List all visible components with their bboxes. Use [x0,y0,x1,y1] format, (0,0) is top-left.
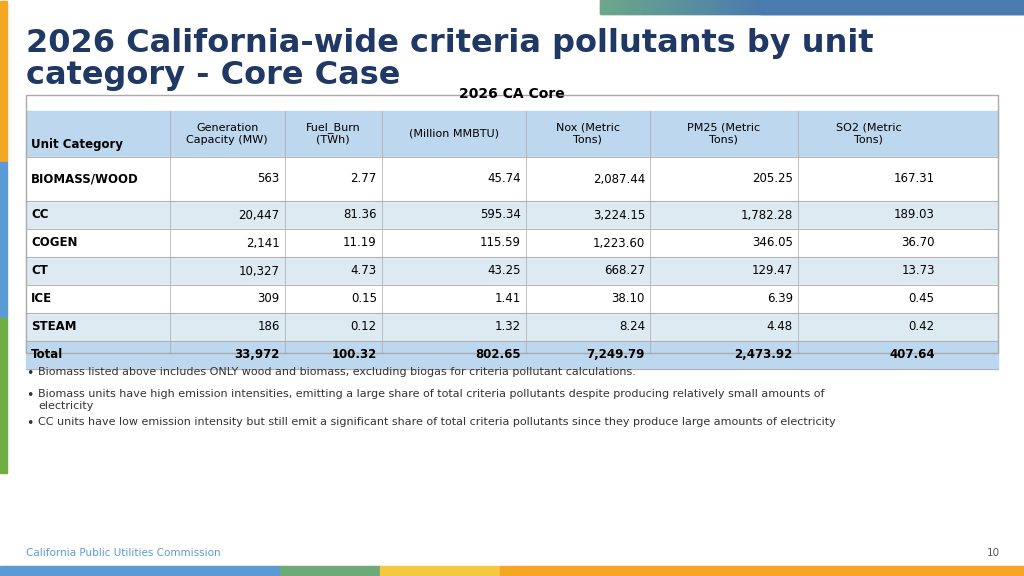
Text: PM25 (Metric: PM25 (Metric [687,123,761,133]
Bar [600,0,760,14]
Text: 1,223.60: 1,223.60 [593,237,645,249]
Text: Nox (Metric: Nox (Metric [556,123,620,133]
Text: 407.64: 407.64 [889,348,935,362]
Bar [0,566,280,576]
Text: Tons): Tons) [854,135,883,145]
Bar [26,95,998,353]
Text: 33,972: 33,972 [234,348,280,362]
Text: CC units have low emission intensity but still emit a significant share of total: CC units have low emission intensity but… [38,417,836,427]
Text: 0.15: 0.15 [351,293,377,305]
Text: 2,141: 2,141 [246,237,280,249]
Bar [0,1,7,162]
Text: 2,087.44: 2,087.44 [593,172,645,185]
Text: California Public Utilities Commission: California Public Utilities Commission [26,548,220,558]
Text: 1,782.28: 1,782.28 [740,209,793,222]
Text: 2,473.92: 2,473.92 [734,348,793,362]
Text: •: • [26,417,34,430]
Text: electricity: electricity [38,401,93,411]
Text: BIOMASS/WOOD: BIOMASS/WOOD [31,172,138,185]
Text: 45.74: 45.74 [487,172,520,185]
Text: Capacity (MW): Capacity (MW) [186,135,268,145]
Text: 668.27: 668.27 [604,264,645,278]
Text: 0.45: 0.45 [908,293,935,305]
Bar [600,0,760,14]
Text: 6.39: 6.39 [767,293,793,305]
Bar [760,0,1024,14]
Bar [26,257,998,285]
Text: 8.24: 8.24 [618,320,645,334]
Text: Generation: Generation [196,123,258,133]
Bar [760,0,1024,14]
Text: 563: 563 [257,172,280,185]
Text: 167.31: 167.31 [894,172,935,185]
Text: Tons): Tons) [710,135,738,145]
Bar [0,318,7,473]
Text: 38.10: 38.10 [611,293,645,305]
Text: 81.36: 81.36 [343,209,377,222]
Text: 36.70: 36.70 [901,237,935,249]
Text: STEAM: STEAM [31,320,77,334]
Bar [26,229,998,257]
Bar [0,162,7,317]
Text: 10,327: 10,327 [239,264,280,278]
Text: category - Core Case: category - Core Case [26,60,400,91]
Bar [26,313,998,341]
Text: 7,249.79: 7,249.79 [587,348,645,362]
Text: COGEN: COGEN [31,237,78,249]
Text: 4.73: 4.73 [350,264,377,278]
Text: 43.25: 43.25 [487,264,520,278]
Text: 186: 186 [257,320,280,334]
Text: 2026 California-wide criteria pollutants by unit: 2026 California-wide criteria pollutants… [26,28,873,59]
Text: 346.05: 346.05 [752,237,793,249]
Text: 2026 CA Core: 2026 CA Core [459,87,565,101]
Text: 189.03: 189.03 [894,209,935,222]
Text: 0.12: 0.12 [350,320,377,334]
Bar [26,285,998,313]
Bar [500,566,1024,576]
Text: 205.25: 205.25 [752,172,793,185]
Text: Tons): Tons) [573,135,602,145]
Text: (TWh): (TWh) [316,135,350,145]
Text: 115.59: 115.59 [479,237,520,249]
Bar [26,111,998,157]
Text: 1.41: 1.41 [495,293,520,305]
Text: 10: 10 [987,548,1000,558]
Text: 11.19: 11.19 [343,237,377,249]
Text: 100.32: 100.32 [332,348,377,362]
Bar [380,566,500,576]
Bar [280,566,380,576]
Text: Total: Total [31,348,63,362]
Bar [26,341,998,369]
Bar [760,0,1024,14]
Text: Biomass listed above includes ONLY wood and biomass, excluding biogas for criter: Biomass listed above includes ONLY wood … [38,367,636,377]
Text: 3,224.15: 3,224.15 [593,209,645,222]
Text: •: • [26,389,34,402]
Text: SO2 (Metric: SO2 (Metric [836,123,901,133]
Text: CC: CC [31,209,48,222]
Text: 0.42: 0.42 [908,320,935,334]
Text: (Million MMBTU): (Million MMBTU) [409,129,499,139]
Text: •: • [26,367,34,380]
Text: 4.48: 4.48 [767,320,793,334]
Text: CT: CT [31,264,48,278]
Text: 2.77: 2.77 [350,172,377,185]
Text: 13.73: 13.73 [901,264,935,278]
Text: 309: 309 [257,293,280,305]
Text: Fuel_Burn: Fuel_Burn [306,122,360,133]
Text: Unit Category: Unit Category [31,138,123,151]
Text: 802.65: 802.65 [475,348,520,362]
Text: 1.32: 1.32 [495,320,520,334]
Text: 20,447: 20,447 [239,209,280,222]
Text: 595.34: 595.34 [479,209,520,222]
Bar [26,157,998,201]
Text: Biomass units have high emission intensities, emitting a large share of total cr: Biomass units have high emission intensi… [38,389,824,399]
Bar [26,201,998,229]
Text: 129.47: 129.47 [752,264,793,278]
Text: ICE: ICE [31,293,52,305]
